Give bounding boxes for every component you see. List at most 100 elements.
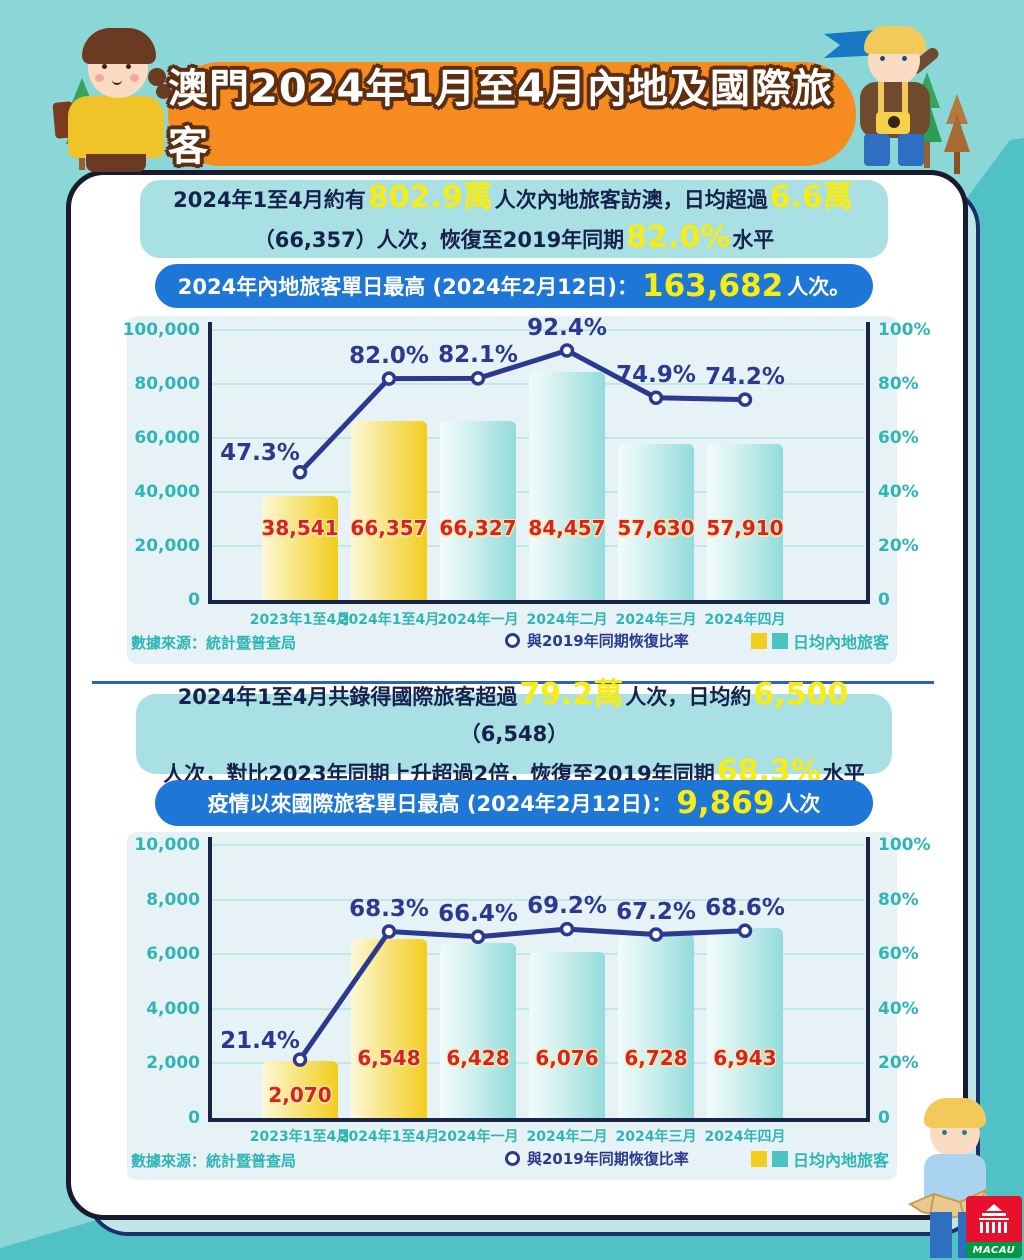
summary-text: 人次，日均約	[625, 684, 752, 709]
x-axis-line	[208, 1118, 870, 1122]
highlight-value: 802.9萬	[367, 180, 493, 215]
girl-braid-end	[156, 84, 171, 99]
line-marker	[559, 343, 575, 358]
boy-eye-right	[902, 56, 907, 61]
line-percent-label: 82.1%	[438, 342, 518, 369]
data-source-label: 數據來源：統計暨普查局	[131, 634, 297, 652]
bar-value-label: 2,070	[268, 1083, 332, 1107]
x-axis-category: 2024年四月	[704, 1129, 786, 1145]
title-banner: 澳門2024年1月至4月內地及國際旅客	[168, 62, 856, 170]
girl-smile	[112, 78, 122, 85]
bar-value-label: 57,630	[617, 516, 695, 540]
mainland-summary-text: 2024年1至4月約有802.9萬人次內地旅客訪澳，日均超過6.6萬 （66,3…	[173, 179, 855, 259]
record-unit: 人次	[778, 792, 821, 816]
bar-2024年三月	[618, 934, 694, 1118]
line-percent-label: 74.9%	[616, 361, 696, 388]
gridline	[212, 329, 864, 331]
camera-strap	[902, 82, 908, 116]
boy-hair	[864, 26, 926, 54]
y-axis-tick-left: 20,000	[134, 536, 200, 556]
line-percent-label: 92.4%	[527, 314, 607, 341]
x-axis-line	[208, 600, 870, 604]
x-axis-category: 2024年1至4月	[338, 1129, 440, 1145]
map-boy-eye-right	[962, 1130, 967, 1135]
camera-lens	[888, 116, 900, 128]
line-legend: 與2019年同期恢復比率	[505, 1148, 689, 1169]
y-axis-tick-right: 100%	[878, 835, 931, 855]
y-axis-line-right	[866, 322, 870, 602]
bar-2024年四月	[707, 928, 783, 1118]
y-axis-tick-left: 60,000	[134, 428, 200, 448]
macau-logo-green-band: MACAU	[966, 1242, 1022, 1258]
y-axis-tick-left: 40,000	[134, 482, 200, 502]
ruins-of-st-paul-icon	[979, 1204, 1009, 1233]
summary-text: 2024年1至4月約有	[173, 188, 366, 212]
girl-eye-left	[102, 64, 107, 69]
summary-text: 2024年1至4月共錄得國際旅客超過	[177, 684, 518, 709]
x-axis-category: 2024年三月	[615, 612, 697, 628]
bar-legend: 日均內地旅客	[751, 1147, 889, 1171]
bar-value-label: 6,943	[713, 1046, 777, 1070]
international-summary-box: 2024年1至4月共錄得國際旅客超過79.2萬人次，日均約6,500 （6,548…	[136, 677, 892, 789]
international-record-banner: 疫情以來國際旅客單日最高 (2024年2月12日)： 9,869 人次	[155, 780, 873, 826]
line-legend-label: 與2019年同期恢復比率	[527, 632, 689, 650]
line-percent-label: 82.0%	[349, 342, 429, 369]
line-percent-label: 68.6%	[705, 894, 785, 921]
y-axis-tick-left: 10,000	[134, 835, 200, 855]
line-percent-label: 66.4%	[438, 900, 518, 927]
highlight-value: 6.6萬	[769, 180, 853, 215]
boy-tourist-illustration	[820, 20, 1020, 174]
x-axis-category: 2024年二月	[526, 612, 608, 628]
line-marker	[470, 929, 486, 944]
boy-leg-right	[898, 134, 924, 166]
summary-text: 人次內地旅客訪澳，日均超過	[494, 188, 768, 212]
x-axis-category: 2024年二月	[526, 1129, 608, 1145]
summary-text: （66,357）人次，恢復至2019年同期	[253, 228, 625, 252]
bar-value-label: 66,357	[350, 516, 428, 540]
line-marker-icon	[505, 1151, 520, 1166]
summary-text: （6,548）	[459, 721, 569, 746]
summary-text: 水平	[732, 228, 775, 252]
bar-legend-label: 日均內地旅客	[793, 1151, 890, 1170]
y-axis-tick-left: 0	[188, 590, 200, 610]
line-marker	[737, 392, 753, 407]
international-visitors-chart: 10,000 100% 8,000 80% 6,000 60% 4,000 40% 2,000 2…	[127, 832, 931, 1180]
y-axis-tick-right: 80%	[878, 889, 919, 910]
y-axis-tick-right: 100%	[878, 320, 931, 340]
mainland-summary-box: 2024年1至4月約有802.9萬人次內地旅客訪澳，日均超過6.6萬 （66,3…	[140, 180, 888, 258]
line-legend: 與2019年同期恢復比率	[505, 630, 689, 651]
y-axis-tick-right: 0	[878, 590, 890, 610]
macau-tourism-logo: MACAU	[966, 1196, 1022, 1258]
record-value: 9,869	[676, 785, 775, 821]
line-percent-label: 67.2%	[616, 898, 696, 925]
line-percent-label: 47.3%	[220, 440, 300, 467]
mainland-record-banner: 2024年內地旅客單日最高 (2024年2月12日)： 163,682 人次。	[155, 264, 873, 308]
boy-leg-left	[864, 134, 890, 166]
page-title: 澳門2024年1月至4月內地及國際旅客	[168, 66, 833, 170]
bar-value-label: 57,910	[706, 516, 784, 540]
record-value: 163,682	[642, 268, 784, 304]
line-marker	[292, 465, 308, 480]
line-percent-label: 68.3%	[349, 895, 429, 922]
girl-blush-right	[130, 74, 139, 82]
bar-value-label: 38,541	[261, 516, 339, 540]
bar-value-label: 66,327	[439, 516, 517, 540]
bar-value-label: 84,457	[528, 516, 606, 540]
line-percent-label: 21.4%	[220, 1027, 300, 1054]
x-axis-category: 2024年一月	[437, 1129, 519, 1145]
y-axis-tick-left: 8,000	[146, 889, 200, 910]
y-axis-tick-left: 0	[188, 1108, 200, 1128]
x-axis-category: 2024年四月	[704, 612, 786, 628]
y-axis-tick-right: 0	[878, 1108, 890, 1128]
y-axis-tick-left: 6,000	[146, 944, 200, 965]
section-divider	[92, 681, 934, 684]
y-axis-tick-right: 40%	[878, 998, 919, 1019]
line-legend-label: 與2019年同期恢復比率	[527, 1150, 689, 1168]
x-axis-category: 2024年三月	[615, 1129, 697, 1145]
line-marker	[381, 924, 397, 939]
bar-2024年二月	[529, 952, 605, 1118]
highlight-value: 82.0%	[626, 220, 731, 255]
y-axis-line-right	[866, 837, 870, 1120]
bar-legend: 日均內地旅客	[751, 629, 889, 653]
